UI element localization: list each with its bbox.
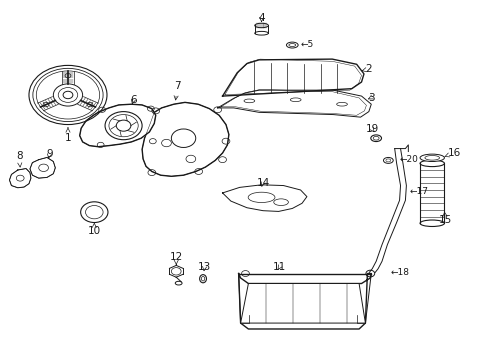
Text: 8: 8 — [16, 151, 22, 167]
Circle shape — [29, 66, 107, 125]
Text: 9: 9 — [46, 149, 53, 159]
Ellipse shape — [419, 160, 444, 167]
Ellipse shape — [286, 42, 298, 48]
Text: 19: 19 — [365, 124, 378, 134]
Text: ←17: ←17 — [408, 186, 427, 195]
Ellipse shape — [419, 220, 444, 226]
Text: 16: 16 — [444, 148, 460, 158]
Text: 3: 3 — [367, 93, 374, 103]
Ellipse shape — [199, 275, 206, 283]
Polygon shape — [222, 185, 306, 211]
Text: 13: 13 — [198, 262, 211, 272]
Polygon shape — [80, 104, 156, 147]
Text: 1: 1 — [64, 128, 71, 143]
Ellipse shape — [383, 157, 392, 163]
Text: 6: 6 — [130, 95, 136, 105]
Polygon shape — [419, 163, 444, 223]
Ellipse shape — [419, 154, 444, 162]
Polygon shape — [222, 59, 363, 96]
Text: ←5: ←5 — [301, 40, 314, 49]
Polygon shape — [9, 168, 31, 188]
Ellipse shape — [370, 135, 381, 141]
Polygon shape — [30, 157, 55, 178]
Text: 10: 10 — [87, 223, 101, 236]
Polygon shape — [217, 90, 370, 117]
Text: 15: 15 — [438, 212, 451, 225]
Text: 11: 11 — [272, 262, 285, 272]
Circle shape — [81, 202, 108, 222]
Text: ←18: ←18 — [390, 268, 409, 277]
Text: 14: 14 — [256, 177, 269, 188]
Text: ←20: ←20 — [399, 155, 418, 164]
Polygon shape — [240, 284, 365, 323]
Text: 4: 4 — [258, 13, 264, 23]
Text: 12: 12 — [169, 252, 183, 265]
Polygon shape — [142, 102, 228, 176]
Text: 2: 2 — [362, 64, 371, 74]
Text: 7: 7 — [174, 81, 180, 100]
Ellipse shape — [254, 23, 268, 28]
Circle shape — [105, 112, 142, 140]
Polygon shape — [238, 274, 370, 329]
